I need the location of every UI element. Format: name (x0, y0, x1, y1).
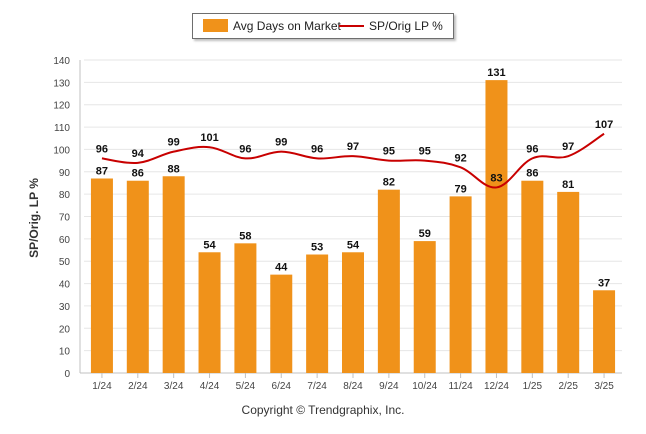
line-value-label: 96 (239, 143, 251, 155)
bar (198, 252, 221, 373)
line-value-label: 95 (419, 146, 431, 158)
x-tick-label: 10/24 (412, 381, 437, 392)
line-value-label: 96 (526, 143, 538, 155)
x-tick-label: 3/24 (164, 381, 184, 392)
bar (557, 191, 580, 373)
bar-value-label: 58 (239, 230, 251, 242)
y-tick-label: 50 (59, 257, 71, 268)
line-value-label: 92 (454, 152, 466, 164)
bar-value-label: 54 (203, 239, 216, 251)
bar (126, 180, 149, 373)
bar-value-label: 86 (132, 168, 144, 180)
y-tick-label: 40 (59, 280, 71, 291)
x-tick-label: 2/24 (128, 381, 148, 392)
line-series (101, 132, 605, 189)
bar-value-label: 79 (454, 183, 466, 195)
y-tick-label: 30 (59, 302, 71, 313)
bar (521, 180, 544, 373)
bar (234, 243, 257, 373)
x-tick-label: 4/24 (200, 381, 220, 392)
y-tick-label: 90 (59, 168, 71, 179)
line-value-label: 99 (275, 137, 287, 149)
bar-value-label: 87 (96, 165, 108, 177)
line-value-label: 107 (595, 119, 613, 131)
y-tick-label: 0 (64, 369, 70, 380)
bar (90, 178, 113, 373)
y-tick-label: 100 (53, 145, 70, 156)
line-value-label: 99 (168, 137, 180, 149)
line-value-label: 83 (490, 172, 502, 184)
bar (162, 176, 185, 373)
bar-value-label: 88 (168, 163, 180, 175)
line-value-label: 95 (383, 146, 395, 158)
bar (306, 254, 329, 373)
line-value-label: 96 (96, 143, 108, 155)
line-value-label: 97 (562, 141, 574, 153)
legend-label-sp: SP/Orig LP % (369, 19, 443, 33)
legend-swatch-bar (203, 19, 228, 32)
x-tick-label: 2/25 (558, 381, 578, 392)
bar-value-label: 54 (347, 239, 360, 251)
x-tick-label: 6/24 (272, 381, 292, 392)
bar-value-label: 53 (311, 242, 323, 254)
y-tick-label: 110 (54, 123, 70, 134)
line-value-label: 97 (347, 141, 359, 153)
legend: Avg Days on Market SP/Orig LP % (192, 13, 454, 39)
bar-value-label: 81 (562, 179, 574, 191)
bar (413, 241, 436, 373)
bar-value-label: 131 (487, 67, 505, 79)
bar (593, 290, 616, 373)
x-tick-label: 5/24 (236, 381, 256, 392)
bar (342, 252, 364, 373)
bar-value-label: 86 (526, 168, 538, 180)
bar-value-label: 44 (275, 262, 288, 274)
x-tick-label: 1/25 (523, 381, 543, 392)
y-tick-label: 130 (53, 78, 70, 89)
bar (270, 274, 293, 373)
legend-label-days: Avg Days on Market (233, 19, 341, 33)
y-tick-label: 10 (59, 347, 71, 358)
y-axis-label: SP/Orig. LP % (27, 178, 41, 258)
line-value-label: 101 (200, 132, 218, 144)
y-tick-label: 60 (59, 235, 71, 246)
x-tick-label: 12/24 (484, 381, 509, 392)
bar (377, 189, 400, 373)
bar (485, 80, 508, 373)
y-tick-label: 140 (53, 56, 70, 67)
x-tick-label: 11/24 (448, 381, 473, 392)
bar (449, 196, 472, 373)
y-tick-label: 120 (53, 101, 70, 112)
x-tick-label: 1/24 (92, 381, 112, 392)
x-tick-label: 3/25 (594, 381, 614, 392)
x-tick-label: 7/24 (307, 381, 327, 392)
x-tick-label: 9/24 (379, 381, 399, 392)
y-tick-label: 70 (59, 213, 71, 224)
legend-swatch-line (339, 25, 364, 27)
bar-value-label: 37 (598, 277, 610, 289)
line-value-label: 96 (311, 143, 323, 155)
bar-value-label: 82 (383, 177, 395, 189)
copyright-credit: Copyright © Trendgraphix, Inc. (241, 403, 405, 417)
y-tick-label: 80 (59, 190, 71, 201)
y-tick-label: 20 (59, 324, 71, 335)
x-tick-label: 8/24 (343, 381, 363, 392)
line-value-label: 94 (132, 148, 145, 160)
bar-value-label: 59 (419, 228, 431, 240)
